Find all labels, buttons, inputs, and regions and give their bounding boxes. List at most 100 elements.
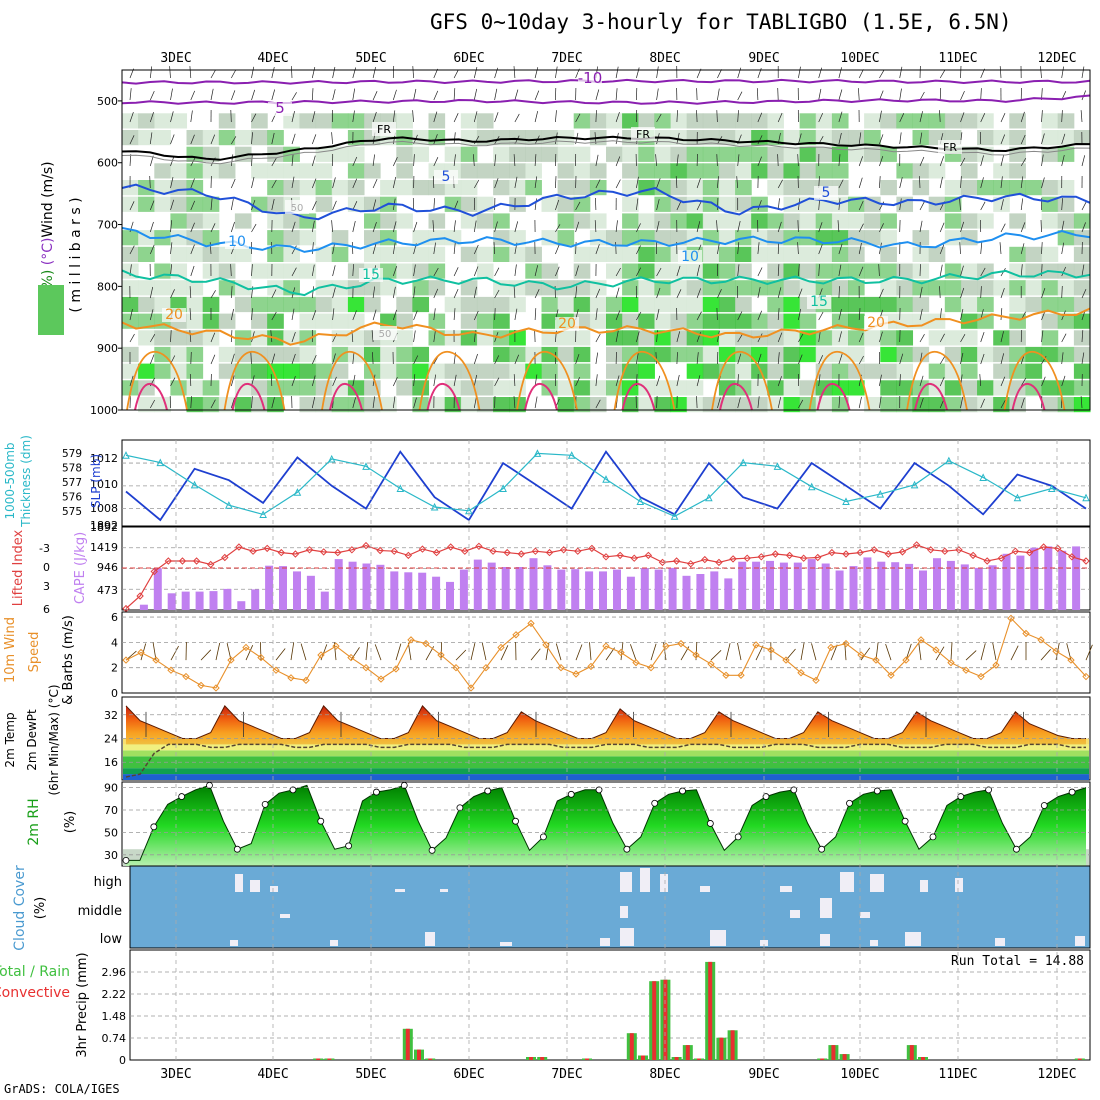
rh-shading-cell: [928, 313, 946, 329]
wind-barb-10m: [555, 643, 562, 661]
rh-shading-cell: [202, 130, 220, 146]
wind-barb: [514, 89, 519, 101]
rh-shading-cell: [735, 363, 752, 379]
temperature-band: [123, 768, 1089, 775]
contour-label: 10: [681, 249, 699, 265]
wind-marker: [812, 676, 820, 685]
rh-shading-cell: [670, 380, 688, 396]
rh-shading-cell: [1041, 180, 1059, 196]
rh-shading-cell: [638, 263, 655, 279]
wind-barb: [960, 334, 966, 343]
wind-barb: [777, 376, 782, 387]
wind-barb: [494, 267, 500, 277]
rh-shading-cell: [960, 263, 978, 279]
cape-bar: [279, 566, 287, 610]
wind-barb: [332, 66, 336, 79]
thickness-marker: [602, 475, 610, 483]
wind-barb: [372, 309, 377, 321]
wind-barb: [1000, 376, 1006, 387]
rh-shading-cell: [896, 196, 914, 212]
wind-barb: [433, 134, 438, 145]
rh-shading-cell: [267, 180, 284, 196]
rh-shading-cell: [218, 130, 236, 146]
rh-shading-cell: [670, 196, 688, 212]
rh-shading-cell: [218, 363, 236, 379]
wind-barb: [230, 375, 235, 387]
rh-shading-cell: [944, 296, 962, 313]
wind-barb: [230, 353, 235, 365]
wind-barb: [271, 311, 277, 321]
wind-barb: [170, 377, 176, 387]
wind-barb-10m: [215, 642, 221, 661]
wind-marker: [857, 651, 865, 659]
temp-ylabel-3: (6hr Min/Max) (°C): [47, 684, 61, 795]
rh-shading-cell: [589, 397, 607, 413]
wind-barb: [230, 109, 232, 123]
wind-barb: [170, 242, 173, 255]
wind-barb: [858, 242, 862, 255]
rh-shading-cell: [476, 246, 494, 262]
rh-shading-cell: [315, 280, 333, 296]
wind-barb: [1000, 112, 1006, 123]
wind-barb: [1081, 201, 1087, 211]
rh-shading-cell: [122, 230, 139, 246]
cape-bar: [487, 562, 496, 610]
rh-marker: [456, 804, 464, 812]
rh-shading-cell: [686, 180, 704, 196]
wind-barb: [737, 334, 743, 343]
rh-shading-cell: [622, 180, 639, 196]
precip-convective-bar: [708, 961, 713, 1060]
contour-label-bg: [225, 235, 249, 249]
rh-shading-cell: [541, 146, 559, 162]
wind-barb: [919, 156, 925, 167]
precip-convective-bar: [842, 1054, 847, 1060]
rh-shading-cell: [557, 180, 575, 196]
wind-barb: [332, 353, 336, 365]
wind-barb: [1041, 287, 1046, 299]
rh-shading-cell: [122, 296, 139, 313]
rh-shading-cell: [283, 113, 300, 129]
cloud-high-bar: [270, 886, 278, 892]
rh-shading-cell: [686, 296, 704, 313]
wind-barb: [858, 308, 861, 321]
lifted-marker: [1082, 557, 1090, 565]
wind-barb: [838, 132, 842, 145]
wind-barb: [473, 310, 479, 321]
rh-shading-cell: [686, 313, 704, 329]
rh-marker: [651, 799, 659, 807]
wind-barb: [271, 198, 275, 211]
date-label-bottom: 5DEC: [355, 1067, 386, 1082]
wind-barb: [412, 110, 414, 123]
wind-barb: [1000, 176, 1003, 189]
temperature-contour-30: [816, 382, 851, 411]
temperature-contour-30: [524, 382, 558, 411]
wind-barb: [696, 375, 701, 387]
rh-shading-cell: [606, 146, 623, 162]
contour-label-bg: [807, 295, 831, 309]
thickness-tick-label: 576: [62, 492, 82, 504]
wind-barb: [777, 397, 782, 409]
rh-shading-cell: [1057, 196, 1075, 212]
rh-shading-cell: [460, 146, 478, 162]
wind-barb: [190, 396, 192, 409]
rh-shading-cell: [654, 263, 672, 279]
precip-convective-bar: [540, 1057, 545, 1060]
temperature-contour-30: [914, 382, 948, 411]
rh-shading-cell: [170, 113, 188, 129]
wind-barb: [413, 330, 416, 343]
rh-shading-cell: [1073, 363, 1091, 379]
rh-shading-cell: [622, 313, 639, 329]
rh-shading-cell: [541, 330, 559, 346]
rh-shading-cell: [896, 330, 914, 346]
rh-shading-cell: [170, 213, 188, 229]
wind-barb: [433, 157, 439, 167]
wind-barb: [413, 310, 418, 321]
cloud-ylabel: Cloud Cover: [12, 865, 28, 951]
wind-barb: [331, 132, 333, 145]
rh-shading-cell: [476, 363, 494, 379]
wind-barb: [595, 244, 600, 255]
cape-bar: [418, 572, 427, 610]
rh-shading-cell: [993, 363, 1010, 379]
rh-shading-cell: [848, 246, 865, 262]
wind-barb-10m: [630, 644, 637, 661]
